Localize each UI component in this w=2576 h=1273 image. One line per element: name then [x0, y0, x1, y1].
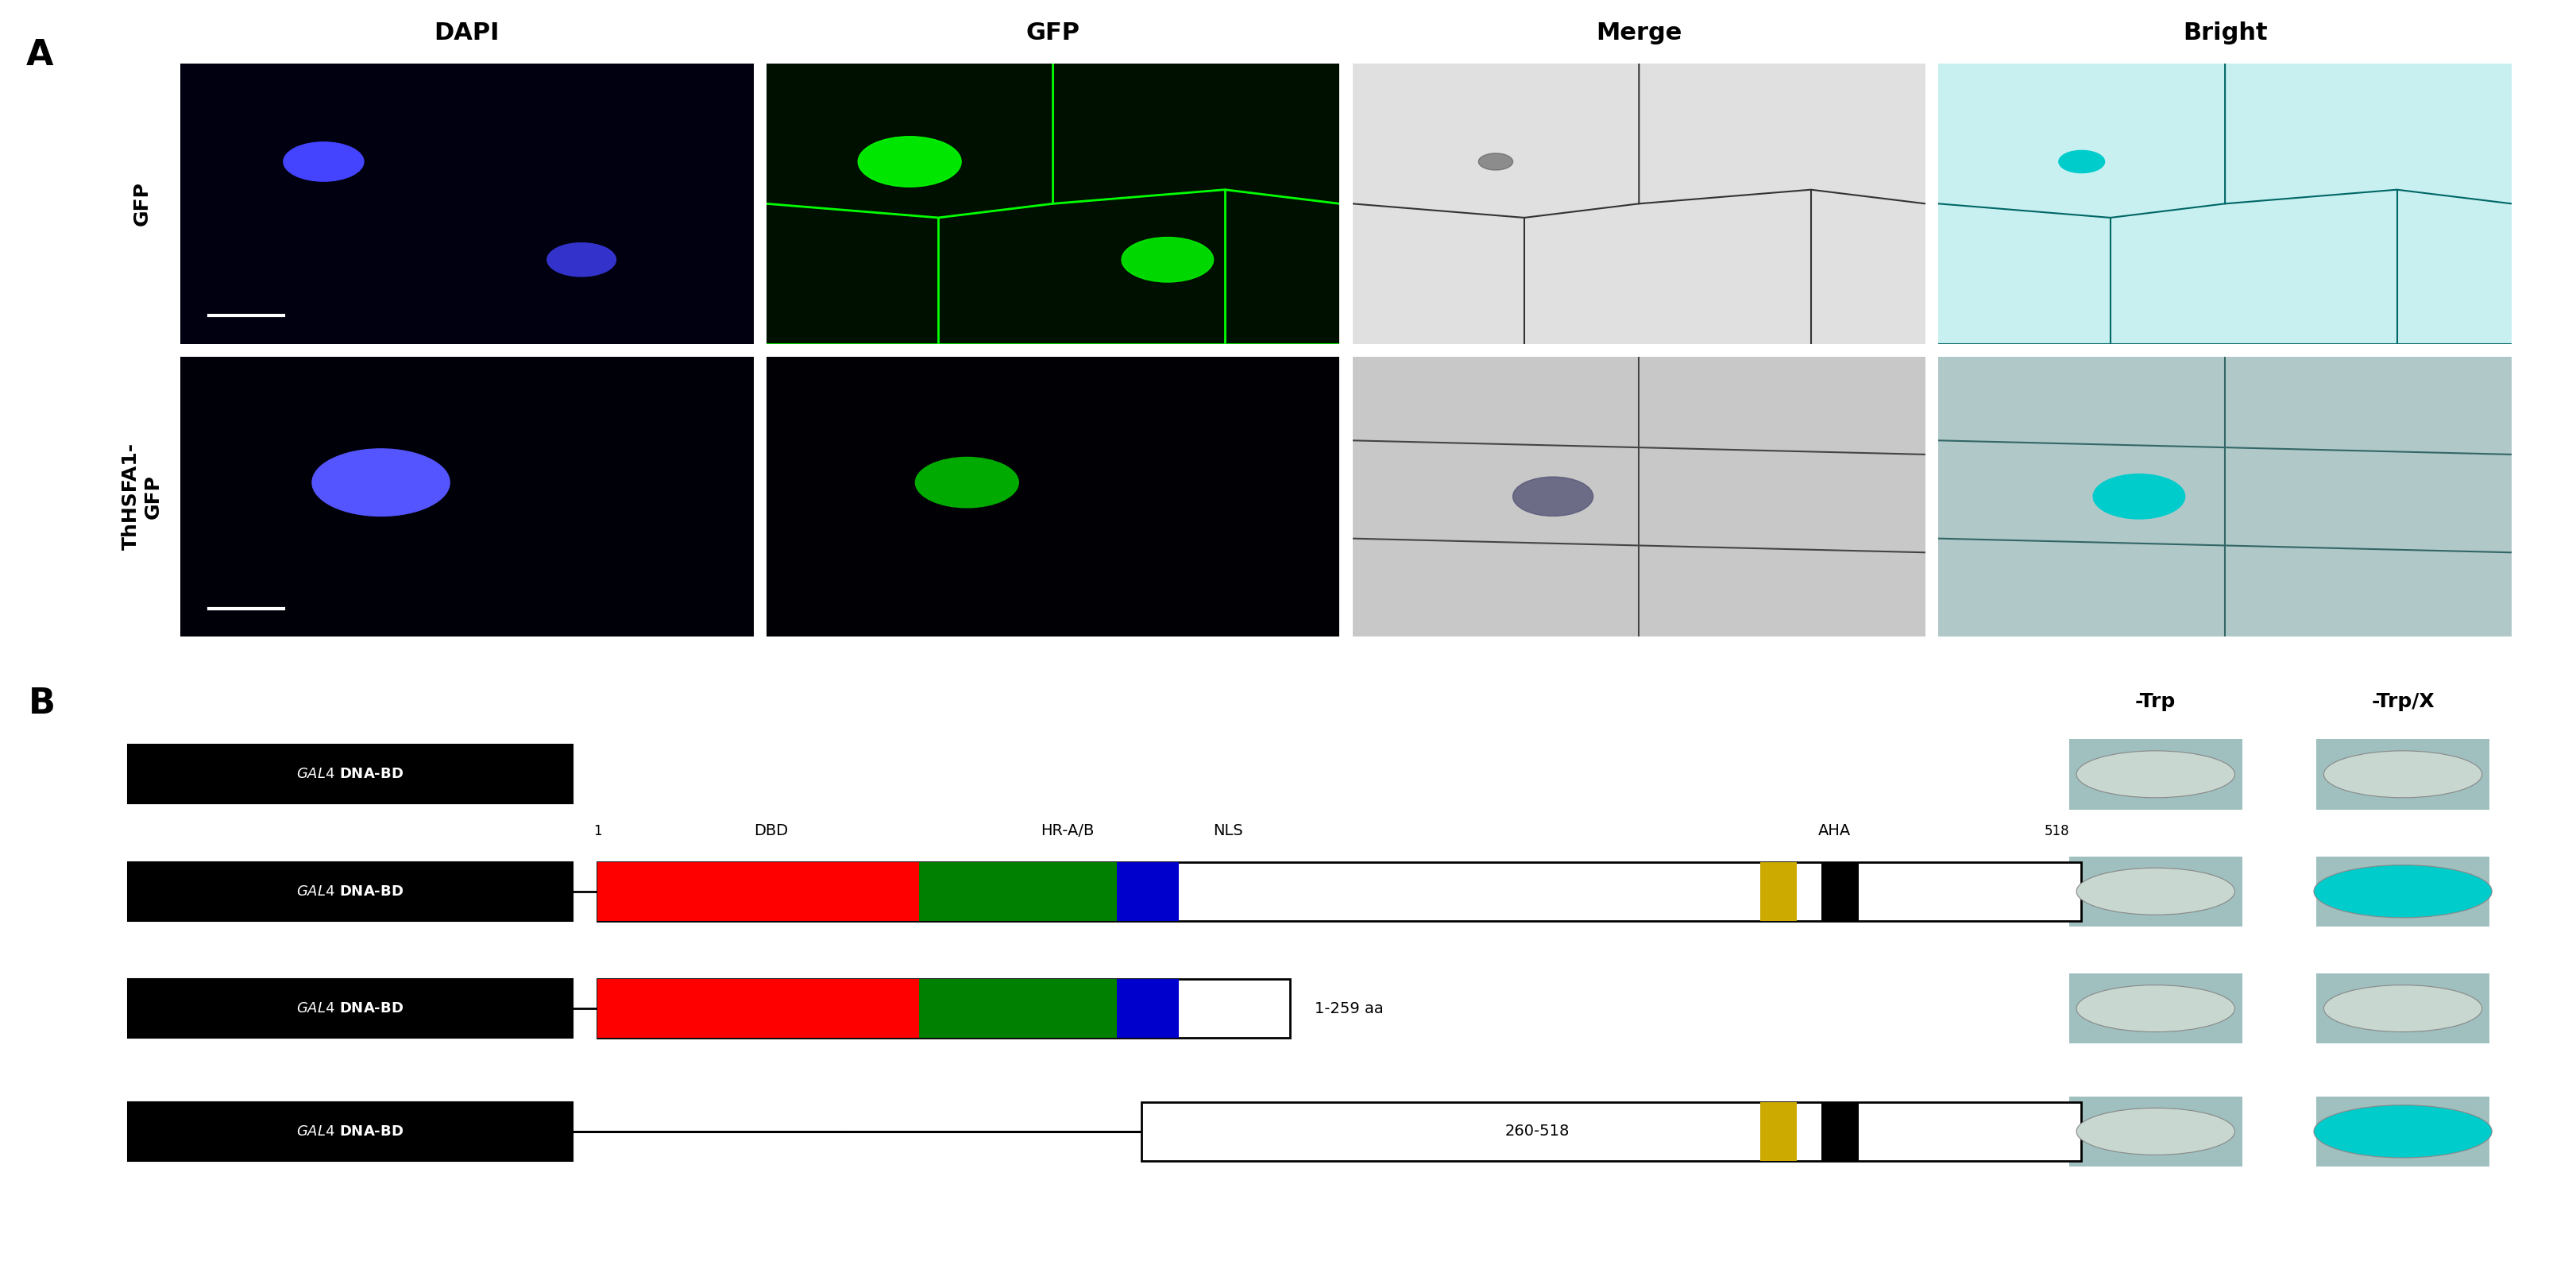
Bar — [129, 745, 572, 803]
Bar — [1759, 862, 1798, 920]
Text: $\it{GAL4}$ DNA-BD: $\it{GAL4}$ DNA-BD — [296, 1124, 404, 1138]
Circle shape — [546, 243, 616, 276]
Bar — [1118, 979, 1180, 1037]
Bar — [2316, 1096, 2488, 1166]
Bar — [598, 862, 2081, 920]
Circle shape — [312, 449, 451, 516]
Circle shape — [283, 143, 363, 181]
Text: AHA: AHA — [1819, 824, 1850, 839]
Ellipse shape — [2076, 751, 2236, 798]
Bar — [598, 979, 920, 1037]
Text: $\it{GAL4}$ DNA-BD: $\it{GAL4}$ DNA-BD — [296, 768, 404, 782]
Text: DAPI: DAPI — [435, 22, 500, 45]
Bar — [598, 862, 920, 920]
Ellipse shape — [2324, 751, 2483, 798]
Bar — [2316, 857, 2488, 927]
Circle shape — [2094, 474, 2184, 519]
Text: $\it{GAL4}$ DNA-BD: $\it{GAL4}$ DNA-BD — [296, 1002, 404, 1016]
Ellipse shape — [2313, 1105, 2491, 1158]
Bar — [2316, 740, 2488, 810]
Text: DBD: DBD — [755, 824, 788, 839]
Bar — [2316, 974, 2488, 1044]
Text: 260-518: 260-518 — [1504, 1124, 1569, 1139]
Text: Bright: Bright — [2182, 22, 2267, 45]
Text: ThHSFA1-
GFP: ThHSFA1- GFP — [121, 443, 162, 550]
Bar — [2069, 740, 2241, 810]
Ellipse shape — [2076, 1108, 2236, 1155]
Bar — [2069, 1096, 2241, 1166]
Text: -Trp: -Trp — [2136, 693, 2177, 712]
Text: 1: 1 — [592, 825, 603, 839]
Text: $\it{GAL4}$ DNA-BD: $\it{GAL4}$ DNA-BD — [296, 885, 404, 899]
Bar — [2069, 974, 2241, 1044]
Bar — [2069, 857, 2241, 927]
Text: 518: 518 — [2045, 825, 2069, 839]
Text: 1-259 aa: 1-259 aa — [1314, 1001, 1383, 1016]
Circle shape — [2058, 150, 2105, 173]
Circle shape — [1512, 477, 1592, 516]
Circle shape — [914, 457, 1018, 508]
Text: B: B — [28, 686, 57, 721]
Bar — [129, 979, 572, 1037]
Circle shape — [1121, 237, 1213, 283]
Text: NLS: NLS — [1213, 824, 1244, 839]
Ellipse shape — [2324, 985, 2483, 1032]
Bar — [920, 979, 1118, 1037]
Text: HR-A/B: HR-A/B — [1041, 824, 1095, 839]
Ellipse shape — [2076, 868, 2236, 915]
Text: -Trp/X: -Trp/X — [2372, 693, 2434, 712]
Bar — [1759, 1102, 1798, 1161]
Bar — [129, 862, 572, 920]
Ellipse shape — [2076, 985, 2236, 1032]
Text: A: A — [26, 38, 54, 73]
Text: GFP: GFP — [131, 182, 152, 225]
Text: GFP: GFP — [1025, 22, 1079, 45]
Bar — [1118, 862, 1180, 920]
Bar — [1141, 1102, 2081, 1161]
Bar — [1821, 1102, 1860, 1161]
Ellipse shape — [2313, 866, 2491, 918]
Text: Merge: Merge — [1597, 22, 1682, 45]
Circle shape — [858, 136, 961, 187]
Bar — [920, 862, 1118, 920]
Bar — [1821, 862, 1860, 920]
Bar — [129, 1102, 572, 1161]
Circle shape — [1479, 153, 1512, 171]
Bar — [598, 979, 1291, 1037]
